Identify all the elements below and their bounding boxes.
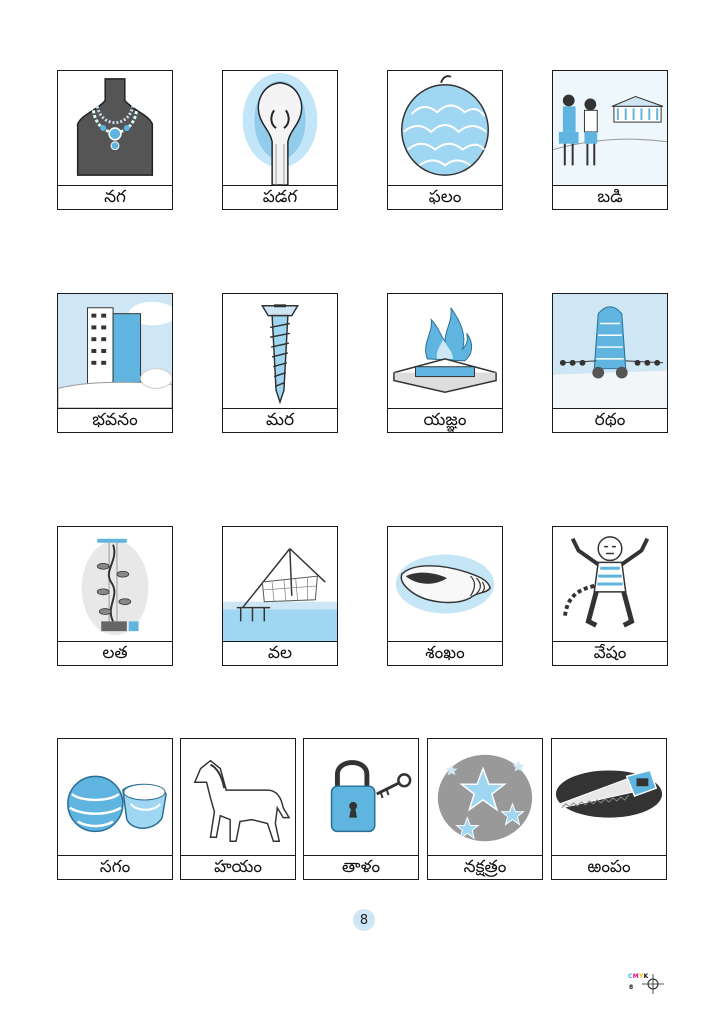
conch-icon [388,527,502,641]
half-ball-icon [58,739,172,855]
card-label: హయం [181,855,295,879]
card-bhavanam: భవనం [57,293,173,433]
card-latha: లత [57,526,173,666]
card-nakshatram: నక్షత్రం [427,738,543,880]
card-label: పడగ [223,185,337,209]
card-label: శంఖం [388,641,502,665]
fire-altar-icon [388,294,502,408]
horse-icon [181,739,295,855]
card-label: వేషం [553,641,667,665]
fishing-net-icon [223,527,337,641]
card-label: భవనం [58,408,172,432]
card-label: నక్షత్రం [428,855,542,879]
card-phalam: ఫలం [387,70,503,210]
stars-icon [428,739,542,855]
card-shankham: శంఖం [387,526,503,666]
card-label: తాళం [304,855,418,879]
print-page-number: 8 [629,984,634,991]
card-rampam: ఱంపం [551,738,667,880]
tiger-costume-icon [553,527,667,641]
card-label: ఫలం [388,185,502,209]
card-sagam: సగం [57,738,173,880]
card-yagnam: యజ్ఞం [387,293,503,433]
card-label: వల [223,641,337,665]
card-ratham: రథం [552,293,668,433]
print-registration-mark: CMYK 8 [628,972,668,994]
card-vesham: వేషం [552,526,668,666]
card-badi: బడి [552,70,668,210]
cmyk-label: CMYK [628,973,649,980]
card-naga: నగ [57,70,173,210]
card-label: మర [223,408,337,432]
card-label: లత [58,641,172,665]
card-label: ఱంపం [552,855,666,879]
card-label: బడి [553,185,667,209]
page-number: 8 [353,909,375,931]
saw-icon [552,739,666,855]
school-icon [553,71,667,185]
vine-icon [58,527,172,641]
necklace-icon [58,71,172,185]
card-vala: వల [222,526,338,666]
padlock-icon [304,739,418,855]
card-padaga: పడగ [222,70,338,210]
cobra-icon [223,71,337,185]
card-label: యజ్ఞం [388,408,502,432]
card-label: రథం [553,408,667,432]
chariot-icon [553,294,667,408]
card-mara: మర [222,293,338,433]
card-label: సగం [58,855,172,879]
building-icon [58,294,172,408]
screw-icon [223,294,337,408]
card-thalam: తాళం [303,738,419,880]
card-hayam: హయం [180,738,296,880]
card-label: నగ [58,185,172,209]
crosshair-icon [642,974,664,994]
custard-apple-icon [388,71,502,185]
